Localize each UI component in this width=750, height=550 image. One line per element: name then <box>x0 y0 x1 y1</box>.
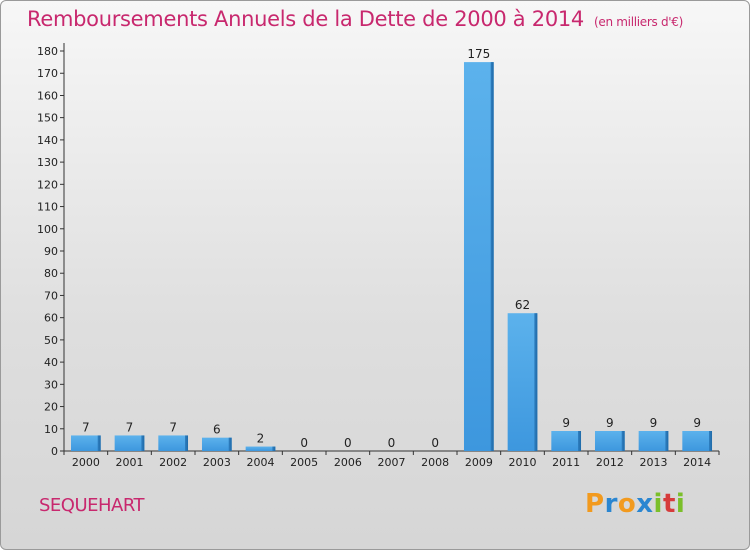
data-label: 7 <box>82 420 90 434</box>
y-tick-label: 140 <box>37 134 58 147</box>
bar-2009 <box>463 62 494 451</box>
y-tick-label: 100 <box>37 223 58 236</box>
data-label: 6 <box>213 423 221 437</box>
x-tick-label: 2010 <box>509 456 537 469</box>
x-tick-label: 2014 <box>683 456 711 469</box>
bar-edge-2002 <box>185 435 189 451</box>
x-tick-label: 2009 <box>465 456 493 469</box>
data-label: 0 <box>388 436 396 450</box>
bar-edge-2010 <box>534 313 538 451</box>
y-tick-label: 60 <box>44 312 58 325</box>
data-label: 0 <box>300 436 308 450</box>
chart-title: Remboursements Annuels de la Dette de 20… <box>27 7 683 31</box>
data-label: 7 <box>126 420 134 434</box>
x-tick-label: 2005 <box>290 456 318 469</box>
y-tick-label: 120 <box>37 178 58 191</box>
bar-2004 <box>245 446 276 451</box>
y-tick-label: 130 <box>37 156 58 169</box>
logo-letter: P <box>585 489 605 519</box>
proxiti-logo: Proxiti <box>585 489 685 519</box>
data-label: 0 <box>344 436 352 450</box>
bar-edge-2011 <box>578 431 582 451</box>
title-text: Remboursements Annuels de la Dette de 20… <box>27 7 584 31</box>
x-tick-label: 2000 <box>72 456 100 469</box>
data-label: 9 <box>606 416 614 430</box>
data-label: 9 <box>650 416 658 430</box>
x-tick-label: 2013 <box>640 456 668 469</box>
logo-letter: i <box>675 489 686 519</box>
y-tick-label: 50 <box>44 334 58 347</box>
data-label: 9 <box>562 416 570 430</box>
y-tick-label: 90 <box>44 245 58 258</box>
data-label: 175 <box>467 47 490 61</box>
x-tick-label: 2007 <box>378 456 406 469</box>
x-tick-label: 2012 <box>596 456 624 469</box>
bar-edge-2001 <box>141 435 145 451</box>
y-tick-label: 40 <box>44 356 58 369</box>
y-tick-label: 80 <box>44 267 58 280</box>
bar-2010 <box>507 313 538 451</box>
y-tick-label: 20 <box>44 401 58 414</box>
bar-edge-2004 <box>272 446 276 451</box>
data-label: 9 <box>693 416 701 430</box>
x-tick-label: 2001 <box>116 456 144 469</box>
x-tick-label: 2002 <box>159 456 187 469</box>
bar-2013 <box>638 431 669 451</box>
y-tick-label: 0 <box>51 445 58 458</box>
bar-edge-2009 <box>490 62 494 451</box>
bar-2000 <box>70 435 101 451</box>
data-label: 62 <box>515 298 530 312</box>
x-tick-label: 2004 <box>247 456 275 469</box>
data-label: 2 <box>257 432 265 446</box>
bar-2003 <box>201 437 232 451</box>
logo-letter: r <box>604 489 618 519</box>
bar-edge-2000 <box>97 435 101 451</box>
data-label: 0 <box>431 436 439 450</box>
data-label: 7 <box>169 420 177 434</box>
logo-letter: i <box>653 489 663 519</box>
y-tick-label: 160 <box>37 89 58 102</box>
y-tick-label: 30 <box>44 378 58 391</box>
logo-letter: t <box>662 489 676 519</box>
x-tick-label: 2006 <box>334 456 362 469</box>
y-tick-label: 70 <box>44 289 58 302</box>
y-tick-label: 180 <box>37 45 58 58</box>
x-tick-label: 2011 <box>552 456 580 469</box>
bar-edge-2003 <box>228 437 232 451</box>
x-tick-label: 2003 <box>203 456 231 469</box>
y-tick-label: 10 <box>44 423 58 436</box>
bar-2014 <box>682 431 713 451</box>
bar-edge-2013 <box>665 431 669 451</box>
bar-2001 <box>114 435 145 451</box>
y-tick-label: 150 <box>37 112 58 125</box>
x-tick-label: 2008 <box>421 456 449 469</box>
unit-note: (en milliers d'€) <box>594 15 684 29</box>
bar-2012 <box>594 431 625 451</box>
bar-2011 <box>551 431 582 451</box>
bar-edge-2012 <box>621 431 625 451</box>
bar-edge-2014 <box>709 431 713 451</box>
commune-name: SEQUEHART <box>39 495 145 516</box>
bar-2002 <box>158 435 189 451</box>
logo-letter: x <box>636 489 654 519</box>
logo-letter: o <box>617 489 637 519</box>
y-tick-label: 110 <box>37 201 58 214</box>
y-tick-label: 170 <box>37 67 58 80</box>
